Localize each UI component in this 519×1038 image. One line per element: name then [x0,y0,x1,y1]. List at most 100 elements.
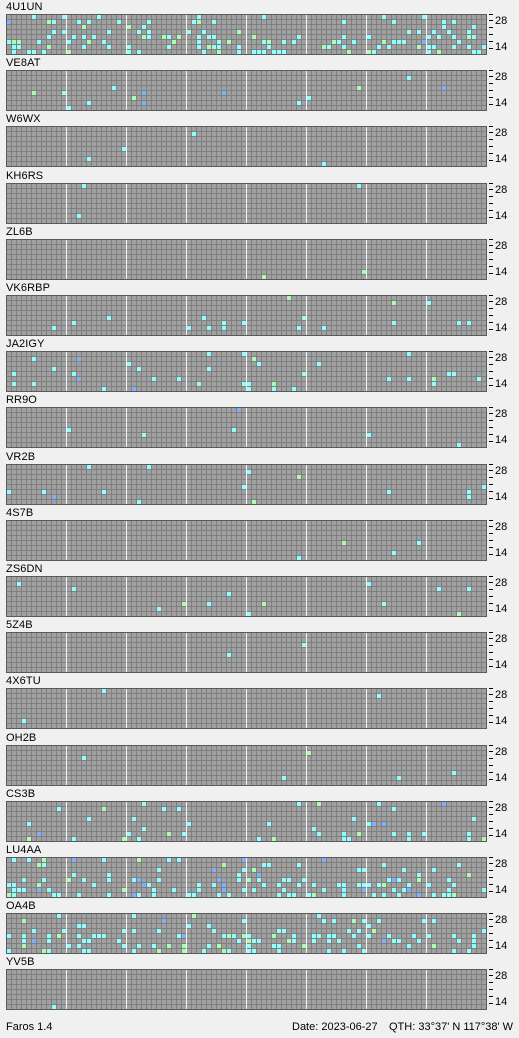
grid-cell [32,321,36,325]
grid-cell [82,204,86,208]
grid-cell [72,25,76,29]
grid-cell [197,50,201,54]
grid-cell [312,147,316,151]
grid-cell [312,189,316,193]
hour-divider [66,71,67,110]
grid-cell [142,152,146,156]
grid-cell [437,162,441,166]
grid-cell [472,321,476,325]
grid-cell [262,50,266,54]
grid-cell [482,245,486,249]
grid-cell [87,265,91,269]
grid-cell [482,209,486,213]
grid-cell [22,50,26,54]
axis-tick [489,315,493,316]
grid-cell [387,189,391,193]
grid-cell [142,357,146,361]
grid-cell [357,255,361,259]
grid-cell [352,240,356,244]
grid-cell [317,81,321,85]
grid-cell [197,250,201,254]
grid-cell [407,362,411,366]
grid-cell [97,184,101,188]
grid-cell [12,101,16,105]
grid-cell [42,189,46,193]
grid-cell [157,132,161,136]
hour-divider [366,184,367,223]
grid-cell [232,91,236,95]
grid-cell [57,30,61,34]
grid-cell [302,25,306,29]
grid-cell [157,20,161,24]
grid-cell [362,106,366,110]
grid-cell [77,40,81,44]
grid-cell [237,15,241,19]
grid-cell [392,137,396,141]
grid-cell [457,35,461,39]
grid-cell [447,25,451,29]
grid-cell [407,147,411,151]
grid-cell [307,40,311,44]
grid-cell [107,331,111,335]
grid-cell [347,321,351,325]
grid-cell [452,106,456,110]
grid-cell [147,162,151,166]
grid-cell [207,240,211,244]
grid-cell [207,214,211,218]
grid-cell [297,326,301,330]
grid-cell [327,127,331,131]
grid-cell [177,316,181,320]
grid-cell [327,142,331,146]
grid-cell [197,91,201,95]
grid-cell [352,316,356,320]
grid-cell [147,106,151,110]
grid-cell [97,245,101,249]
grid-cell [182,240,186,244]
grid-cell [142,101,146,105]
grid-cell [262,162,266,166]
grid-cell [387,321,391,325]
grid-cell [77,20,81,24]
grid-cell [382,250,386,254]
grid-cell [482,45,486,49]
grid-cell [297,260,301,264]
grid-cell [287,209,291,213]
grid-cell [427,101,431,105]
grid-cell [177,331,181,335]
grid-cell [282,296,286,300]
grid-cell [212,142,216,146]
grid-cell [337,147,341,151]
grid-cell [292,219,296,223]
grid-cell [147,132,151,136]
grid-cell [132,240,136,244]
grid-cell [427,45,431,49]
grid-cell [457,147,461,151]
grid-cell [302,260,306,264]
grid-cell [137,184,141,188]
grid-cell [407,214,411,218]
grid-cell [347,184,351,188]
beacon-callsign: W6WX [6,113,41,125]
grid-cell [297,296,301,300]
grid-cell [397,20,401,24]
grid-cell [267,270,271,274]
grid-cell [362,306,366,310]
grid-cell [462,147,466,151]
grid-cell [212,189,216,193]
grid-cell [347,245,351,249]
grid-cell [107,260,111,264]
grid-cell [127,352,131,356]
grid-cell [232,25,236,29]
grid-cell [17,40,21,44]
grid-cell [247,306,251,310]
grid-cell [112,352,116,356]
grid-cell [407,189,411,193]
grid-cell [237,20,241,24]
grid-cell [337,101,341,105]
grid-cell [407,270,411,274]
grid-cell [197,184,201,188]
grid-cell [292,311,296,315]
grid-cell [337,311,341,315]
grid-cell [302,331,306,335]
grid-cell [47,91,51,95]
